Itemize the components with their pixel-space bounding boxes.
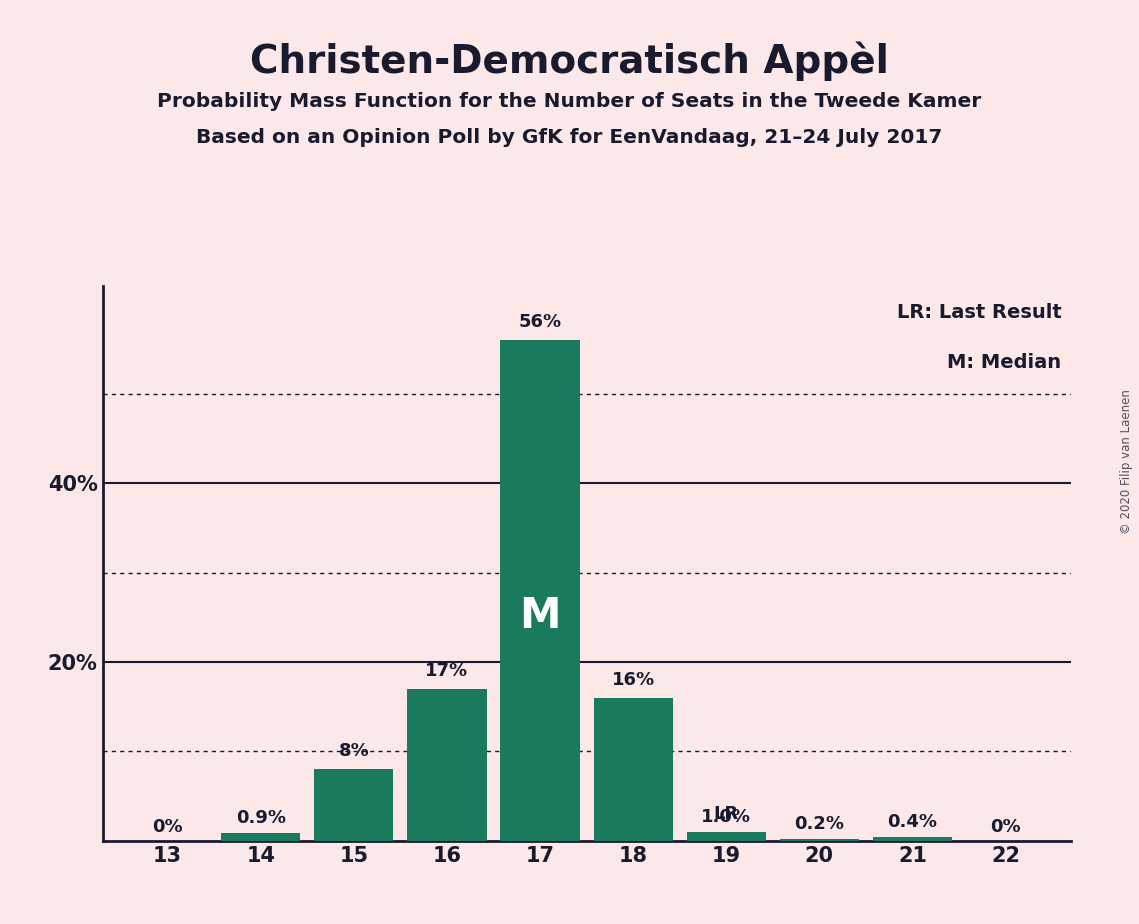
Text: 1.0%: 1.0% xyxy=(702,808,752,826)
Bar xyxy=(500,340,580,841)
Text: 0.2%: 0.2% xyxy=(794,815,844,833)
Text: Based on an Opinion Poll by GfK for EenVandaag, 21–24 July 2017: Based on an Opinion Poll by GfK for EenV… xyxy=(196,128,943,147)
Text: 0%: 0% xyxy=(153,819,183,836)
Text: LR: LR xyxy=(714,805,739,823)
Bar xyxy=(872,837,952,841)
Bar xyxy=(593,698,673,841)
Text: 16%: 16% xyxy=(612,671,655,688)
Text: 0.4%: 0.4% xyxy=(887,813,937,831)
Bar xyxy=(780,839,859,841)
Text: 0.9%: 0.9% xyxy=(236,808,286,827)
Bar xyxy=(687,832,765,841)
Bar xyxy=(408,688,486,841)
Text: M: Median: M: Median xyxy=(948,353,1062,372)
Text: 0%: 0% xyxy=(990,819,1021,836)
Bar xyxy=(314,770,393,841)
Text: M: M xyxy=(519,594,560,637)
Text: Christen-Democratisch Appèl: Christen-Democratisch Appèl xyxy=(251,42,888,81)
Text: Probability Mass Function for the Number of Seats in the Tweede Kamer: Probability Mass Function for the Number… xyxy=(157,92,982,112)
Text: © 2020 Filip van Laenen: © 2020 Filip van Laenen xyxy=(1121,390,1133,534)
Text: 17%: 17% xyxy=(425,662,468,680)
Text: 8%: 8% xyxy=(338,742,369,760)
Text: LR: Last Result: LR: Last Result xyxy=(896,303,1062,322)
Bar xyxy=(221,833,301,841)
Text: 56%: 56% xyxy=(518,313,562,331)
